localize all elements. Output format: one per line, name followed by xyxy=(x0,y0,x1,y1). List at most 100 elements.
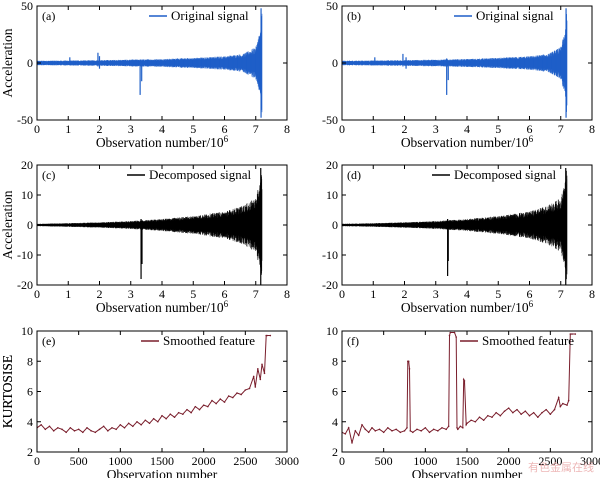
x-tick-label: 8 xyxy=(284,287,290,301)
data-point xyxy=(127,422,130,425)
x-axis-label: Observation number xyxy=(412,467,523,478)
legend-label: Smoothed feature xyxy=(482,333,574,348)
x-axis-label-exponent: 6 xyxy=(529,134,534,144)
y-tick-label: -50 xyxy=(322,113,338,127)
data-point xyxy=(207,405,209,408)
data-point xyxy=(391,430,393,432)
data-point xyxy=(437,430,439,432)
y-tick-label: 0 xyxy=(332,56,338,70)
data-point xyxy=(516,408,518,411)
data-point xyxy=(198,408,201,411)
y-tick-label: 6 xyxy=(27,385,33,399)
data-point xyxy=(77,428,80,431)
data-point xyxy=(487,414,489,417)
signal-trace xyxy=(342,170,568,280)
x-tick-label: 6 xyxy=(222,287,228,301)
legend-label: Decomposed signal xyxy=(454,167,557,182)
data-point xyxy=(263,372,266,375)
x-tick-label: 0 xyxy=(34,122,40,136)
y-tick-label: 2 xyxy=(332,445,338,459)
data-point xyxy=(69,427,72,429)
data-point xyxy=(357,434,360,437)
data-point xyxy=(259,378,262,381)
data-point xyxy=(524,410,527,412)
data-point xyxy=(152,417,155,420)
data-point xyxy=(463,380,466,382)
data-point xyxy=(456,427,458,429)
x-tick-label: 8 xyxy=(589,287,595,301)
plot-area xyxy=(342,8,568,118)
y-tick-label: 4 xyxy=(27,415,33,429)
legend-label: Decomposed signal xyxy=(149,167,252,182)
data-point xyxy=(571,333,573,335)
chart-panel-5: 0 500 1000 1500 2000 2500 3000 2 4 6 8 10 Observatio… xyxy=(0,324,299,478)
data-point xyxy=(387,427,389,429)
x-tick-label: 500 xyxy=(70,454,88,468)
data-point xyxy=(449,331,452,334)
panel-label: (b) xyxy=(347,9,361,23)
data-point xyxy=(169,413,172,415)
x-tick-label: 2 xyxy=(402,122,408,136)
legend-label: Original signal xyxy=(476,8,554,23)
data-point xyxy=(465,423,467,426)
x-tick-label: 3000 xyxy=(275,454,299,468)
axes-frame xyxy=(36,330,288,453)
data-point xyxy=(466,422,468,425)
data-point xyxy=(157,420,159,423)
data-point xyxy=(44,428,47,431)
x-tick-label: 1000 xyxy=(108,454,132,468)
plot-area xyxy=(37,168,263,285)
y-tick-label: -10 xyxy=(17,248,33,262)
data-point xyxy=(567,399,570,402)
x-tick-label: 6 xyxy=(527,122,533,136)
signal-trace xyxy=(37,175,263,275)
x-tick-label: 2000 xyxy=(497,454,521,468)
data-point xyxy=(537,416,539,419)
x-axis-label: Observation number/106 xyxy=(401,134,534,150)
y-tick-label: 20 xyxy=(326,158,338,172)
y-tick-label: 10 xyxy=(21,324,33,338)
x-tick-label: 0 xyxy=(339,122,345,136)
data-point xyxy=(416,428,418,431)
x-tick-label: 5 xyxy=(190,122,196,136)
plot-area xyxy=(342,331,577,444)
data-point xyxy=(424,427,427,429)
data-point xyxy=(382,431,385,434)
y-tick-label: 50 xyxy=(21,0,33,13)
data-point xyxy=(73,430,76,432)
x-tick-label: 1 xyxy=(65,287,71,301)
x-tick-label: 0 xyxy=(339,454,345,468)
x-tick-label: 1 xyxy=(370,122,376,136)
data-point xyxy=(165,417,167,420)
data-point xyxy=(111,427,113,429)
data-point xyxy=(223,401,226,403)
data-point xyxy=(474,420,477,423)
panel-label: (a) xyxy=(42,9,55,23)
data-point xyxy=(40,423,42,426)
data-point xyxy=(428,431,431,434)
data-point xyxy=(478,416,481,419)
x-tick-label: 7 xyxy=(253,122,259,136)
x-tick-label: 3000 xyxy=(580,454,600,468)
y-tick-label: 0 xyxy=(332,218,338,232)
data-point xyxy=(507,407,510,409)
data-point xyxy=(132,425,134,428)
plot-area xyxy=(37,8,263,118)
data-point xyxy=(503,410,506,412)
data-point xyxy=(399,431,402,434)
data-point xyxy=(190,411,192,414)
x-tick-label: 1 xyxy=(65,122,71,136)
x-tick-label: 6 xyxy=(527,287,533,301)
data-point xyxy=(344,433,347,435)
x-tick-label: 3 xyxy=(128,287,134,301)
x-tick-label: 1000 xyxy=(413,454,437,468)
data-point xyxy=(347,427,350,429)
y-tick-label: 6 xyxy=(332,385,338,399)
plot-area xyxy=(37,334,272,434)
data-point xyxy=(562,402,564,405)
data-point xyxy=(566,404,568,406)
x-tick-label: 3 xyxy=(433,122,439,136)
x-tick-label: 4 xyxy=(464,287,470,301)
